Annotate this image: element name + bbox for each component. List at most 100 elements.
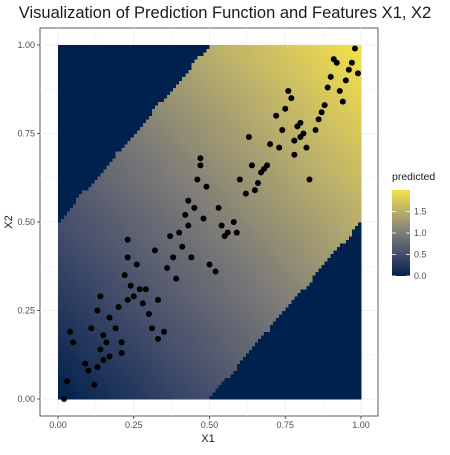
surface-tile	[194, 134, 197, 138]
surface-tile	[61, 137, 64, 141]
surface-tile	[173, 328, 176, 332]
surface-tile	[94, 293, 97, 297]
surface-tile	[76, 172, 79, 176]
surface-tile	[82, 56, 85, 60]
surface-tile	[106, 151, 109, 155]
surface-tile	[158, 371, 161, 375]
surface-tile	[155, 165, 158, 169]
surface-tile	[103, 45, 106, 49]
surface-tile	[137, 229, 140, 233]
surface-tile	[64, 148, 67, 152]
surface-tile	[58, 70, 61, 74]
surface-tile	[106, 73, 109, 77]
surface-tile	[179, 367, 182, 371]
surface-tile	[194, 371, 197, 375]
surface-tile	[197, 215, 200, 219]
surface-tile	[70, 289, 73, 293]
surface-tile	[79, 353, 82, 357]
surface-tile	[200, 321, 203, 325]
surface-tile	[94, 318, 97, 322]
surface-tile	[76, 339, 79, 343]
surface-tile	[106, 208, 109, 212]
surface-tile	[119, 119, 122, 123]
surface-tile	[167, 66, 170, 70]
surface-tile	[119, 226, 122, 230]
surface-tile	[131, 314, 134, 318]
surface-tile	[137, 257, 140, 261]
surface-tile	[116, 63, 119, 67]
surface-tile	[85, 311, 88, 315]
surface-tile	[91, 215, 94, 219]
surface-tile	[76, 282, 79, 286]
surface-tile	[155, 381, 158, 385]
surface-tile	[134, 378, 137, 382]
surface-tile	[179, 314, 182, 318]
surface-tile	[185, 49, 188, 53]
surface-tile	[110, 300, 113, 304]
surface-tile	[194, 45, 197, 49]
surface-tile	[146, 392, 149, 396]
surface-tile	[88, 98, 91, 102]
surface-tile	[173, 226, 176, 230]
surface-tile	[128, 211, 131, 215]
surface-tile	[137, 250, 140, 254]
surface-tile	[167, 311, 170, 315]
surface-tile	[164, 126, 167, 130]
surface-tile	[128, 293, 131, 297]
surface-tile	[73, 56, 76, 60]
surface-tile	[91, 169, 94, 173]
surface-tile	[94, 208, 97, 212]
surface-tile	[100, 73, 103, 77]
surface-tile	[61, 116, 64, 120]
surface-tile	[206, 141, 209, 145]
surface-tile	[97, 321, 100, 325]
surface-tile	[197, 70, 200, 74]
surface-tile	[188, 250, 191, 254]
surface-tile	[88, 303, 91, 307]
surface-tile	[94, 158, 97, 162]
surface-tile	[173, 229, 176, 233]
surface-tile	[161, 360, 164, 364]
surface-tile	[110, 272, 113, 276]
surface-tile	[167, 371, 170, 375]
surface-tile	[103, 279, 106, 283]
surface-tile	[119, 80, 122, 84]
surface-tile	[194, 211, 197, 215]
surface-tile	[88, 318, 91, 322]
surface-tile	[131, 126, 134, 130]
surface-tile	[188, 296, 191, 300]
surface-tile	[131, 321, 134, 325]
surface-tile	[203, 272, 206, 276]
surface-tile	[167, 215, 170, 219]
surface-tile	[58, 52, 61, 56]
surface-tile	[73, 204, 76, 208]
surface-tile	[82, 73, 85, 77]
surface-tile	[161, 275, 164, 279]
surface-tile	[179, 215, 182, 219]
surface-tile	[203, 293, 206, 297]
surface-tile	[188, 346, 191, 350]
surface-tile	[191, 342, 194, 346]
surface-tile	[149, 201, 152, 205]
surface-tile	[58, 98, 61, 102]
surface-tile	[143, 233, 146, 237]
surface-tile	[146, 240, 149, 244]
surface-tile	[116, 151, 119, 155]
surface-tile	[170, 268, 173, 272]
surface-tile	[64, 95, 67, 99]
surface-tile	[94, 59, 97, 63]
surface-tile	[67, 311, 70, 315]
surface-tile	[146, 264, 149, 268]
surface-tile	[85, 91, 88, 95]
surface-tile	[185, 233, 188, 237]
surface-tile	[110, 155, 113, 159]
surface-tile	[113, 130, 116, 134]
surface-tile	[79, 342, 82, 346]
surface-tile	[176, 63, 179, 67]
surface-tile	[73, 165, 76, 169]
surface-tile	[91, 272, 94, 276]
surface-tile	[152, 172, 155, 176]
surface-tile	[179, 218, 182, 222]
surface-tile	[137, 49, 140, 53]
surface-tile	[85, 349, 88, 353]
